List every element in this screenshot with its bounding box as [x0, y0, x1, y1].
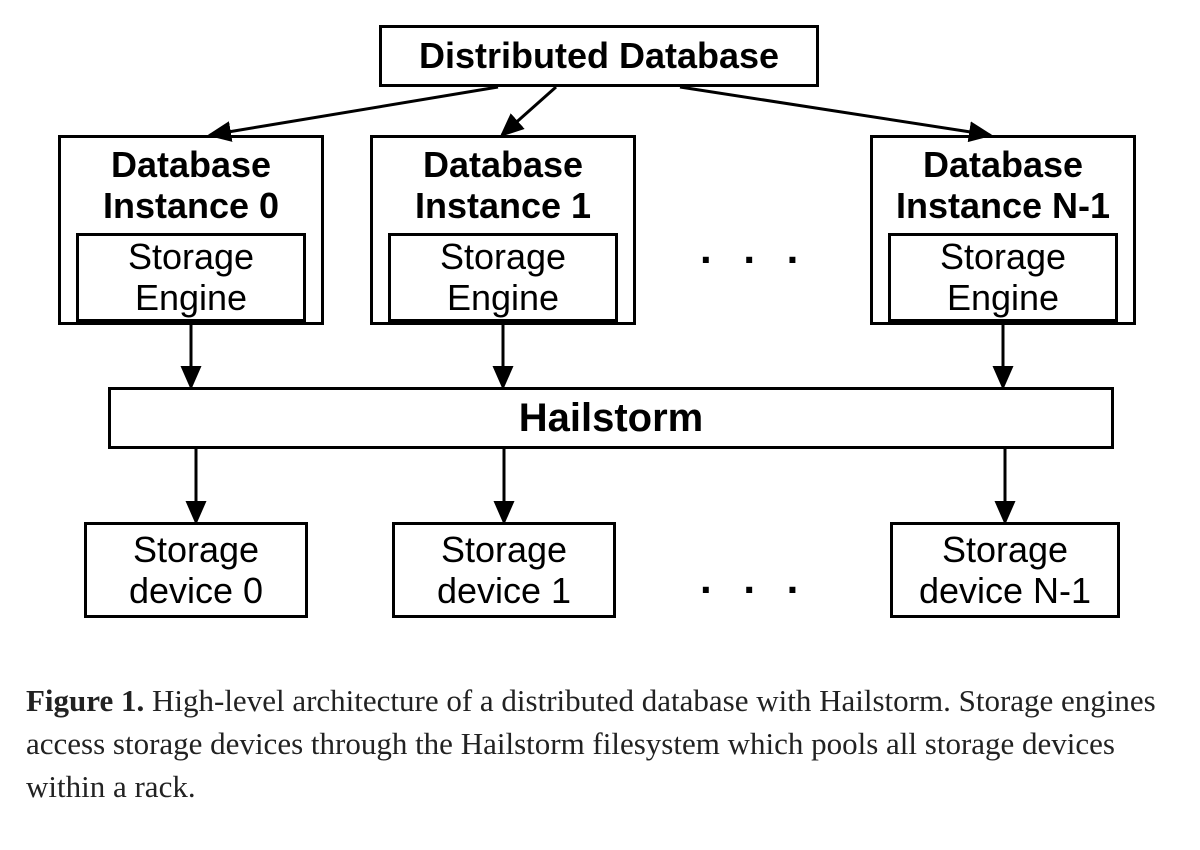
inner-label-l2: Engine	[135, 277, 247, 318]
inner-label-l1: Storage	[128, 236, 254, 277]
inner-label-l1: Storage	[440, 236, 566, 277]
inner-label-l1: Storage	[940, 236, 1066, 277]
architecture-diagram: Distributed Database Database Instance 0…	[0, 0, 1200, 670]
node-distributed-database: Distributed Database	[379, 25, 819, 87]
node-storage-device-1: Storage device 1	[392, 522, 616, 618]
caption-text: High-level architecture of a distributed…	[26, 683, 1156, 804]
node-storage-device-n-1: Storage device N-1	[890, 522, 1120, 618]
inner-label-l2: Engine	[447, 277, 559, 318]
node-label-l1: Database	[923, 144, 1083, 185]
inner-label-l2: Engine	[947, 277, 1059, 318]
node-label-l2: Instance 0	[103, 185, 279, 226]
node-label-l1: Database	[111, 144, 271, 185]
node-label-l2: device 0	[129, 570, 263, 611]
node-database-instance-n-1: Database Instance N-1 Storage Engine	[870, 135, 1136, 325]
node-database-instance-0: Database Instance 0 Storage Engine	[58, 135, 324, 325]
node-label: Hailstorm	[519, 395, 704, 441]
node-label-l2: device N-1	[919, 570, 1091, 611]
node-label-l1: Storage	[133, 529, 259, 570]
node-label-l1: Storage	[942, 529, 1068, 570]
node-storage-engine-0: Storage Engine	[76, 233, 306, 322]
node-storage-engine-1: Storage Engine	[388, 233, 618, 322]
node-hailstorm: Hailstorm	[108, 387, 1114, 449]
node-label-l2: Instance N-1	[896, 185, 1110, 226]
node-database-instance-1: Database Instance 1 Storage Engine	[370, 135, 636, 325]
figure-caption: Figure 1. High-level architecture of a d…	[26, 680, 1174, 808]
node-label-l1: Database	[423, 144, 583, 185]
ellipsis-instances: . . .	[700, 225, 808, 273]
node-label-l2: Instance 1	[415, 185, 591, 226]
ellipsis-devices: . . .	[700, 555, 808, 603]
node-storage-engine-n-1: Storage Engine	[888, 233, 1118, 322]
node-storage-device-0: Storage device 0	[84, 522, 308, 618]
node-label: Distributed Database	[419, 35, 779, 76]
caption-prefix: Figure 1.	[26, 683, 144, 718]
node-label-l1: Storage	[441, 529, 567, 570]
node-label-l2: device 1	[437, 570, 571, 611]
